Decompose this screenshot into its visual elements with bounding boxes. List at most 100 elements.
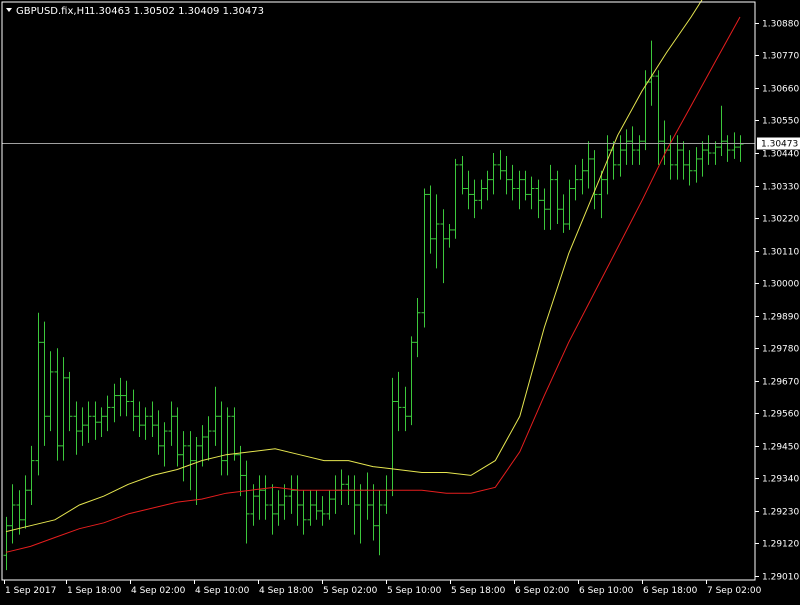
price-bar xyxy=(737,135,744,162)
price-bar xyxy=(73,401,80,455)
price-bar xyxy=(47,351,54,432)
price-bar xyxy=(446,224,453,248)
price-bar xyxy=(243,460,250,544)
y-tick-label: 1.29890 xyxy=(762,313,799,323)
y-tick-label: 1.29560 xyxy=(762,410,799,420)
moving-averages-layer xyxy=(5,0,741,553)
price-bar xyxy=(718,105,725,156)
x-tick-label: 4 Sep 02:00 xyxy=(131,586,186,596)
x-tick-label: 4 Sep 10:00 xyxy=(195,586,250,596)
price-bar xyxy=(319,496,326,526)
y-tick-label: 1.30220 xyxy=(762,215,799,225)
y-tick-label: 1.30330 xyxy=(762,183,799,193)
price-bar xyxy=(541,188,548,230)
y-tick-label: 1.30550 xyxy=(762,117,799,127)
x-tick-label: 5 Sep 10:00 xyxy=(387,586,442,596)
price-bar xyxy=(142,407,149,440)
price-bar xyxy=(579,158,586,195)
price-bar xyxy=(281,484,288,520)
x-tick-label: 6 Sep 02:00 xyxy=(515,586,570,596)
price-bar xyxy=(566,179,573,230)
x-tick-label: 4 Sep 18:00 xyxy=(259,586,314,596)
moving-average-fast xyxy=(5,0,703,533)
price-bar xyxy=(724,135,731,162)
price-bar xyxy=(237,445,244,497)
price-bar xyxy=(35,312,42,476)
collapse-triangle-icon[interactable] xyxy=(6,8,12,12)
price-bar xyxy=(629,126,636,165)
price-bar xyxy=(224,407,231,476)
y-tick-label: 1.30000 xyxy=(762,280,799,290)
y-tick-label: 1.29780 xyxy=(762,345,799,355)
ohlc-readout: 1.30463 1.30502 1.30409 1.30473 xyxy=(89,6,264,17)
price-bar xyxy=(528,176,535,210)
price-bar xyxy=(111,383,118,423)
price-bar xyxy=(288,475,295,514)
price-bar xyxy=(712,141,719,165)
price-bar xyxy=(598,170,605,219)
x-tick-label: 1 Sep 18:00 xyxy=(67,586,122,596)
price-bar xyxy=(516,170,523,210)
price-bar xyxy=(85,401,92,443)
price-bar xyxy=(231,407,238,461)
price-bar xyxy=(130,389,137,432)
price-bar xyxy=(212,386,219,446)
price-bar xyxy=(199,425,206,467)
y-tick-label: 1.29670 xyxy=(762,378,799,388)
price-bar xyxy=(503,155,510,195)
price-bar xyxy=(174,407,181,467)
y-tick-label: 1.30880 xyxy=(762,20,799,30)
price-bar xyxy=(117,377,124,417)
price-bar xyxy=(326,490,333,520)
price-bar xyxy=(123,380,130,417)
price-bar xyxy=(408,336,415,426)
price-bar xyxy=(256,475,263,520)
price-bar xyxy=(218,401,225,476)
y-tick-label: 1.30110 xyxy=(762,248,799,258)
current-price-label: 1.30473 xyxy=(761,140,798,150)
moving-average-slow xyxy=(5,16,741,553)
price-bar xyxy=(572,164,579,201)
price-bar xyxy=(421,188,428,328)
price-bar xyxy=(370,484,377,541)
price-bar xyxy=(402,386,409,432)
price-bar xyxy=(41,321,48,446)
price-bar xyxy=(680,141,687,180)
bars-layer xyxy=(3,40,744,571)
price-bar xyxy=(604,135,611,195)
y-tick-label: 1.29340 xyxy=(762,475,799,485)
price-bar xyxy=(205,416,212,461)
price-bar xyxy=(560,194,567,233)
price-bar xyxy=(591,150,598,210)
price-bar xyxy=(60,357,67,461)
price-bar xyxy=(54,348,61,461)
price-bar xyxy=(522,170,529,201)
x-axis: 1 Sep 2017 1 Sep 18:00 4 Sep 02:00 4 Sep 10… xyxy=(4,580,762,596)
price-bar xyxy=(433,194,440,269)
x-tick-label: 7 Sep 02:00 xyxy=(707,586,762,596)
price-bar xyxy=(250,484,257,526)
x-tick-label: 5 Sep 02:00 xyxy=(323,586,378,596)
price-bar xyxy=(98,407,105,437)
price-bar xyxy=(395,371,402,432)
price-bar xyxy=(484,170,491,201)
price-bar xyxy=(547,164,554,230)
price-bar xyxy=(535,179,542,219)
x-tick-label: 5 Sep 18:00 xyxy=(451,586,506,596)
price-bar xyxy=(440,209,447,284)
price-bar xyxy=(490,153,497,195)
price-bar xyxy=(705,135,712,165)
price-bar xyxy=(497,150,504,180)
price-bar xyxy=(275,490,282,526)
price-bar xyxy=(478,179,485,210)
price-bar xyxy=(269,484,276,535)
y-tick-label: 1.30660 xyxy=(762,85,799,95)
price-bar xyxy=(427,185,434,254)
price-bar xyxy=(674,135,681,180)
price-bar xyxy=(465,170,472,210)
price-bar xyxy=(636,135,643,165)
price-bar xyxy=(180,431,187,482)
